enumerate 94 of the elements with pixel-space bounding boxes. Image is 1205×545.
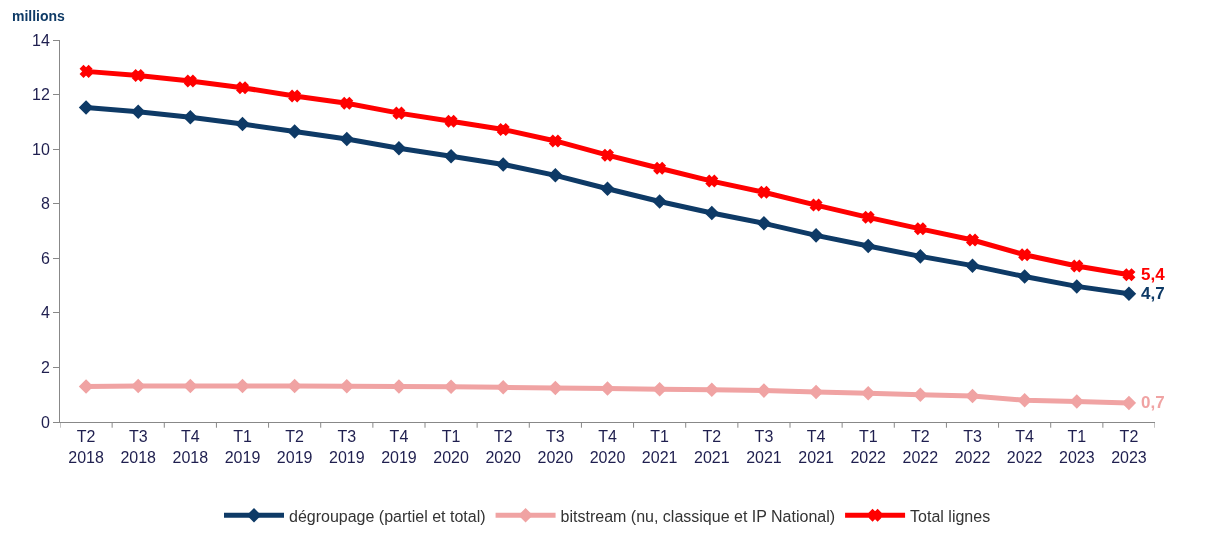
- point: [1070, 259, 1083, 273]
- point: [653, 162, 666, 175]
- point: [444, 379, 458, 394]
- x-tick-label: T4 2021: [798, 428, 834, 466]
- x-tick-label: T3 2022: [954, 428, 991, 466]
- point: [79, 65, 93, 78]
- point: [131, 104, 146, 119]
- data-label: 5,4: [1141, 265, 1166, 284]
- x-tick-label: T4 2019: [381, 428, 417, 466]
- point: [497, 123, 510, 136]
- x-tick-label: T4 2022: [1006, 428, 1043, 466]
- point: [496, 157, 511, 172]
- x-tick-label: T4 2018: [172, 428, 209, 466]
- point: [235, 379, 250, 393]
- x-tick-label: T2 2019: [276, 428, 313, 466]
- point: [757, 383, 771, 398]
- point: [966, 233, 979, 247]
- point: [1122, 286, 1136, 301]
- point: [809, 198, 823, 212]
- point: [235, 117, 250, 131]
- point: [392, 379, 406, 394]
- x-tick-label: T1 2020: [433, 428, 469, 466]
- point: [809, 385, 823, 399]
- x-tick-label: T1 2022: [850, 428, 887, 466]
- point: [601, 149, 614, 162]
- x-tick-label: T3 2021: [746, 428, 782, 466]
- point: [79, 379, 93, 394]
- x-tick-label: T3 2020: [537, 428, 574, 466]
- point: [183, 110, 198, 125]
- point: [913, 387, 928, 402]
- point: [339, 132, 354, 146]
- x-tick-label: T2 2021: [693, 428, 730, 466]
- x-tick-label: T2 2020: [485, 428, 522, 466]
- point: [652, 382, 667, 397]
- legend-label: bitstream (nu, classique et IP National): [560, 507, 836, 525]
- x-tick-label: T1 2019: [224, 428, 261, 466]
- point: [132, 69, 145, 82]
- x-tick-label: T2 2022: [902, 428, 939, 466]
- x-tick-label: T3 2018: [120, 428, 157, 466]
- x-tick-label: T1 2021: [641, 428, 678, 466]
- point: [339, 379, 354, 394]
- point: [1017, 269, 1032, 284]
- point: [183, 379, 198, 393]
- point: [549, 134, 562, 148]
- point: [705, 174, 718, 188]
- x-tick-label: T2 2023: [1111, 428, 1147, 466]
- y-tick-label: 2: [40, 359, 50, 377]
- y-tick-label: 6: [40, 249, 50, 267]
- data-label: 0,7: [1141, 393, 1165, 412]
- point: [914, 222, 927, 235]
- y-tick-label: 4: [40, 304, 50, 322]
- legend-label: Total lignes: [910, 507, 991, 525]
- point: [862, 211, 875, 224]
- point: [1122, 268, 1136, 281]
- y-tick-label: 14: [32, 31, 50, 49]
- point: [809, 228, 823, 243]
- y-tick-label: 8: [40, 195, 50, 213]
- x-tick-label: T4 2020: [589, 428, 626, 466]
- point: [548, 381, 563, 395]
- x-tick-label: T1 2023: [1058, 428, 1095, 466]
- point: [1122, 396, 1136, 410]
- point: [757, 216, 771, 231]
- point: [444, 115, 458, 128]
- point: [652, 194, 667, 209]
- y-tick-label: 10: [32, 140, 50, 158]
- point: [340, 97, 353, 110]
- point: [287, 124, 302, 139]
- x-tick-label: T2 2018: [68, 428, 104, 466]
- point: [131, 379, 146, 393]
- point: [1017, 393, 1032, 408]
- legend-label: dégroupage (partiel et total): [289, 507, 486, 525]
- point: [392, 141, 406, 156]
- point: [444, 149, 458, 164]
- point: [79, 100, 93, 115]
- point: [1069, 279, 1084, 294]
- point: [965, 389, 980, 403]
- data-label: 4,7: [1141, 284, 1165, 303]
- point: [392, 107, 406, 120]
- point: [757, 186, 771, 199]
- y-tick-label: 0: [40, 413, 50, 431]
- point: [548, 168, 563, 183]
- point: [600, 181, 615, 196]
- point: [965, 258, 980, 273]
- x-tick-label: T3 2019: [328, 428, 365, 466]
- point: [288, 89, 301, 103]
- point: [704, 206, 719, 220]
- point: [1018, 248, 1031, 261]
- point: [184, 74, 197, 88]
- point: [236, 81, 249, 94]
- y-axis-title: millions: [12, 8, 66, 24]
- point: [287, 379, 302, 393]
- y-tick-label: 12: [32, 86, 50, 104]
- point: [913, 249, 928, 264]
- point: [861, 239, 876, 253]
